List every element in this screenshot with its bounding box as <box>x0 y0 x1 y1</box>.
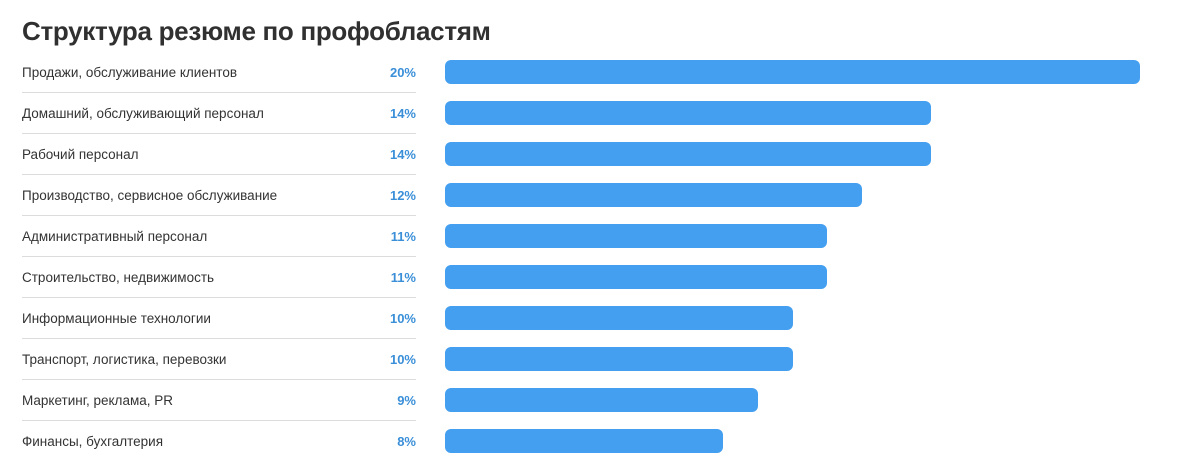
chart-row: Рабочий персонал 14% <box>0 134 1198 175</box>
value-label: 11% <box>390 270 416 285</box>
category-label: Транспорт, логистика, перевозки <box>22 352 227 367</box>
value-label: 8% <box>397 434 416 449</box>
bar <box>445 306 793 330</box>
bar <box>445 224 827 248</box>
value-label: 14% <box>389 106 416 121</box>
chart-row: Продажи, обслуживание клиентов 20% <box>0 52 1198 93</box>
chart-row: Финансы, бухгалтерия 8% <box>0 421 1198 462</box>
category-label: Финансы, бухгалтерия <box>22 434 164 449</box>
chart-title: Структура резюме по профобластям <box>22 16 491 46</box>
bar-chart: Продажи, обслуживание клиентов 20% Домашни… <box>0 52 1198 462</box>
bar <box>445 388 758 412</box>
row-divider <box>22 256 416 257</box>
value-label: 14% <box>389 147 416 162</box>
category-label: Домашний, обслуживающий персонал <box>22 106 264 121</box>
row-divider <box>22 215 416 216</box>
category-label: Производство, сервисное обслуживание <box>22 188 278 203</box>
chart-row: Информационные технологии 10% <box>0 298 1198 339</box>
bar <box>445 142 931 166</box>
row-divider <box>22 297 416 298</box>
bar <box>445 429 723 453</box>
value-label: 10% <box>389 352 416 367</box>
category-label: Административный персонал <box>22 229 208 244</box>
row-divider <box>22 174 416 175</box>
bar <box>445 183 862 207</box>
chart-row: Строительство, недвижимость 11% <box>0 257 1198 298</box>
row-divider <box>22 338 416 339</box>
value-label: 10% <box>389 311 416 326</box>
value-label: 9% <box>397 393 416 408</box>
category-label: Строительство, недвижимость <box>22 270 215 285</box>
row-divider <box>22 133 416 134</box>
chart-row: Домашний, обслуживающий персонал 14% <box>0 93 1198 134</box>
bar <box>445 347 793 371</box>
bar <box>445 60 1140 84</box>
chart-row: Производство, сервисное обслуживание 12% <box>0 175 1198 216</box>
bar <box>445 101 931 125</box>
row-divider <box>22 92 416 93</box>
chart-row: Маркетинг, реклама, PR 9% <box>0 380 1198 421</box>
value-label: 11% <box>390 229 416 244</box>
chart-row: Административный персонал 11% <box>0 216 1198 257</box>
category-label: Продажи, обслуживание клиентов <box>22 65 238 80</box>
bar <box>445 265 827 289</box>
category-label: Маркетинг, реклама, PR <box>22 393 173 408</box>
row-divider <box>22 420 416 421</box>
chart-row: Транспорт, логистика, перевозки 10% <box>0 339 1198 380</box>
value-label: 20% <box>389 65 416 80</box>
category-label: Информационные технологии <box>22 311 211 326</box>
category-label: Рабочий персонал <box>22 147 139 162</box>
value-label: 12% <box>389 188 416 203</box>
row-divider <box>22 379 416 380</box>
